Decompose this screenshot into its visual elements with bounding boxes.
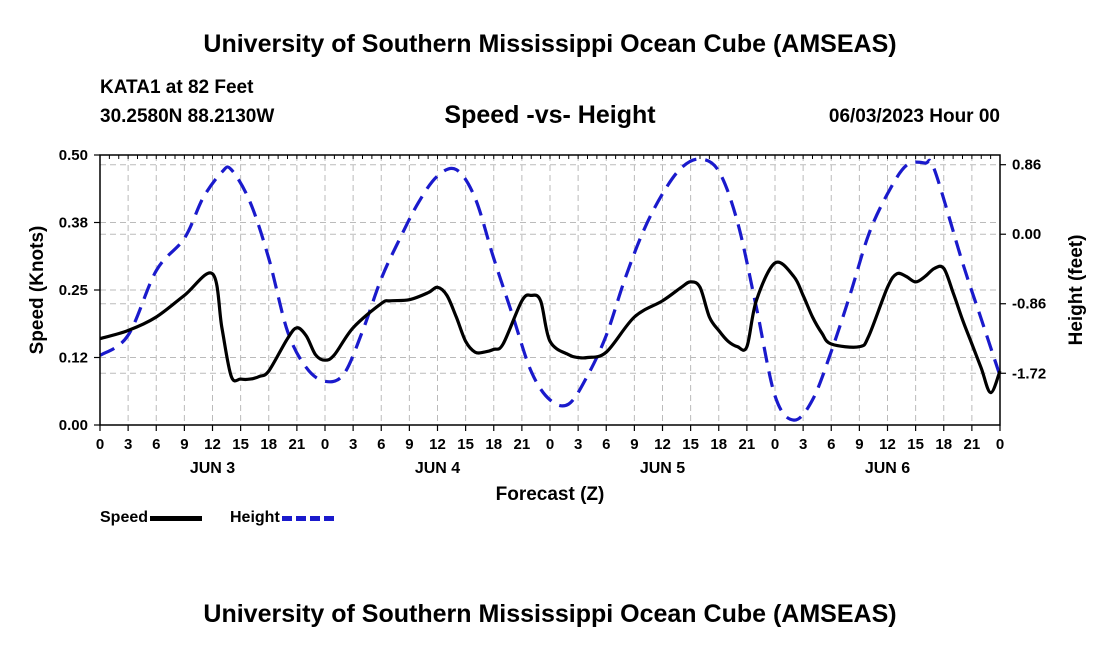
x-tick-label: 0 — [96, 436, 104, 453]
x-tick-label: 3 — [574, 436, 582, 453]
y2-tick-label: 0.86 — [1012, 157, 1041, 174]
x-tick-label: 15 — [682, 436, 699, 453]
legend-height-swatch — [281, 515, 334, 521]
x-tick-label: 21 — [739, 436, 756, 453]
y-tick-label: 0.38 — [59, 215, 88, 232]
y-tick-label: 0.25 — [59, 282, 88, 299]
station-label: KATA1 at 82 Feet — [100, 77, 254, 98]
x-tick-label: 12 — [654, 436, 671, 453]
x-tick-label: 15 — [907, 436, 924, 453]
height-series-line — [99, 157, 1002, 422]
x-tick-label: 18 — [935, 436, 952, 453]
legend-speed: Speed — [100, 509, 203, 527]
legend-speed-label: Speed — [100, 509, 149, 526]
y2-tick-label: -0.86 — [1012, 296, 1046, 313]
x-tick-label: 6 — [602, 436, 610, 453]
y-axis-label: Speed (Knots) — [27, 226, 48, 355]
y2-tick-label: -1.72 — [1012, 365, 1046, 382]
x-tick-label: 0 — [771, 436, 779, 453]
grid-lines — [100, 155, 1000, 425]
x-tick-label: 3 — [349, 436, 357, 453]
day-label: JUN 5 — [640, 460, 685, 477]
x-tick-label: 9 — [405, 436, 413, 453]
speed-series-group — [99, 260, 1002, 395]
x-tick-label: 3 — [124, 436, 132, 453]
x-tick-label: 12 — [204, 436, 221, 453]
x-tick-label: 6 — [827, 436, 835, 453]
x-tick-label: 21 — [514, 436, 531, 453]
legend-speed-swatch — [150, 515, 203, 521]
day-label: JUN 4 — [415, 460, 460, 477]
legend-height: Height — [230, 509, 334, 527]
x-tick-label: 21 — [289, 436, 306, 453]
x-tick-label: 9 — [855, 436, 863, 453]
x-tick-label: 18 — [485, 436, 502, 453]
x-tick-label: 15 — [457, 436, 474, 453]
height-series-group — [99, 157, 1002, 422]
x-tick-label: 3 — [799, 436, 807, 453]
speed-series-line — [99, 260, 1002, 395]
x-tick-label: 18 — [710, 436, 727, 453]
x-axis: 0 3 6 9 12 15 18 21 0 3 6 9 12 15 18 21 0 3 6 9 12 15 18 21 0 3 6 9… — [96, 155, 1004, 477]
y2-axis-label: Height (feet) — [1066, 235, 1087, 346]
chart-title: Speed -vs- Height — [444, 101, 656, 129]
x-tick-label: 15 — [232, 436, 249, 453]
coordinates-label: 30.2580N 88.2130W — [100, 106, 275, 127]
x-tick-label: 0 — [996, 436, 1004, 453]
x-tick-label: 21 — [964, 436, 981, 453]
page-title: University of Southern Mississippi Ocean… — [203, 30, 897, 58]
legend-height-label: Height — [230, 509, 280, 526]
day-label: JUN 3 — [190, 460, 235, 477]
y-axis-left: 0.00 0.12 0.25 0.38 0.50 — [59, 147, 100, 434]
y-tick-label: 0.00 — [59, 417, 88, 434]
x-tick-label: 9 — [630, 436, 638, 453]
y-tick-label: 0.50 — [59, 147, 88, 164]
forecast-datetime: 06/03/2023 Hour 00 — [828, 106, 1000, 127]
x-tick-label: 0 — [321, 436, 329, 453]
footer-title: University of Southern Mississippi Ocean… — [203, 600, 897, 628]
x-tick-label: 6 — [377, 436, 385, 453]
y-tick-label: 0.12 — [59, 350, 88, 367]
y2-tick-label: 0.00 — [1012, 226, 1041, 243]
x-tick-label: 9 — [180, 436, 188, 453]
x-tick-label: 6 — [152, 436, 160, 453]
x-tick-label: 18 — [260, 436, 277, 453]
x-axis-label: Forecast (Z) — [496, 484, 605, 505]
y-axis-right: -1.72 -0.86 0.00 0.86 — [1000, 157, 1046, 382]
x-tick-label: 12 — [429, 436, 446, 453]
day-label: JUN 6 — [865, 460, 910, 477]
x-tick-label: 12 — [879, 436, 896, 453]
x-tick-label: 0 — [546, 436, 554, 453]
